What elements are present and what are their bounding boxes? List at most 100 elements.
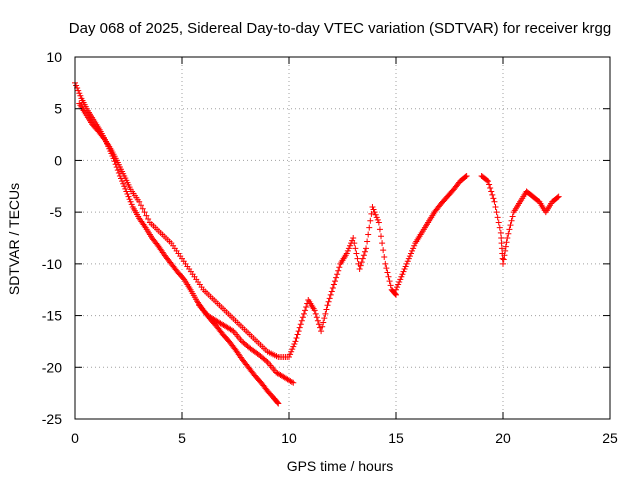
data-point	[320, 319, 327, 326]
x-tick-label: 5	[178, 430, 186, 446]
data-point	[73, 82, 80, 89]
data-point	[288, 378, 295, 385]
axis-ticks	[74, 56, 611, 420]
series-upper-branch	[76, 100, 292, 360]
data-point	[386, 278, 393, 285]
data-point	[329, 284, 336, 291]
data-point	[463, 172, 470, 179]
x-tick-label: 25	[602, 430, 618, 446]
data-point	[497, 229, 504, 236]
data-point	[501, 252, 508, 259]
data-point	[375, 219, 382, 226]
data-point	[297, 321, 304, 328]
y-tick-label: -15	[42, 308, 62, 324]
data-point	[312, 310, 319, 317]
data-point	[503, 239, 510, 246]
data-point	[555, 193, 562, 200]
data-point	[125, 193, 132, 200]
data-point	[126, 196, 133, 203]
series-late-19-23	[478, 172, 562, 267]
data-point	[373, 214, 380, 221]
y-tick-label: 0	[54, 152, 62, 168]
data-point	[322, 310, 329, 317]
series-main-decline	[72, 79, 282, 407]
data-point	[351, 240, 358, 247]
data-point	[500, 256, 507, 263]
data-point	[367, 217, 374, 224]
data-point	[364, 238, 371, 245]
data-point	[313, 314, 320, 321]
data-point	[311, 307, 318, 314]
data-point	[385, 273, 392, 280]
data-point	[393, 286, 399, 293]
data-point	[498, 245, 505, 252]
data-point	[319, 323, 326, 330]
data-point	[485, 178, 492, 185]
data-point	[352, 245, 359, 252]
data-point	[302, 307, 309, 314]
data-point	[500, 260, 506, 267]
data-point	[398, 273, 405, 280]
data-point	[499, 255, 506, 262]
data-point	[407, 250, 414, 257]
data-point	[345, 245, 352, 252]
data-point	[504, 235, 511, 241]
data-point	[404, 258, 411, 265]
data-point	[379, 240, 386, 247]
data-point	[394, 284, 401, 291]
data-point	[372, 211, 379, 218]
data-point	[315, 321, 322, 328]
data-point	[490, 195, 497, 202]
y-axis-label: SDTVAR / TECUs	[6, 183, 22, 295]
data-point	[274, 399, 281, 406]
data-point	[120, 180, 127, 187]
data-point	[370, 206, 377, 213]
data-point	[141, 209, 148, 216]
y-tick-label: 5	[54, 101, 62, 117]
data-point	[363, 245, 370, 252]
data-point	[403, 260, 410, 267]
y-tick-label: -20	[42, 359, 62, 375]
data-point	[143, 212, 150, 219]
data-point	[298, 317, 305, 324]
data-point	[333, 274, 340, 281]
data-point	[493, 209, 500, 216]
data-point	[361, 248, 368, 255]
data-point	[399, 271, 406, 278]
data-point	[335, 267, 342, 274]
data-point	[384, 269, 391, 276]
y-tick-label: -10	[42, 256, 62, 272]
data-point	[290, 343, 297, 350]
data-point	[358, 259, 365, 266]
y-tick-label: -25	[42, 411, 62, 427]
data-point	[491, 198, 498, 205]
data-point	[486, 181, 493, 188]
data-point	[275, 400, 282, 407]
data-point	[294, 331, 301, 338]
data-point	[121, 183, 128, 190]
data-point	[405, 255, 412, 262]
data-point	[287, 351, 294, 358]
data-point	[365, 231, 372, 238]
data-point	[374, 216, 381, 223]
data-point	[483, 177, 490, 184]
data-point	[359, 255, 366, 262]
data-point	[487, 185, 494, 192]
data-point	[380, 247, 387, 254]
data-point	[369, 203, 376, 210]
data-point	[494, 214, 501, 221]
data-point	[376, 226, 383, 233]
data-point	[383, 265, 390, 272]
data-point	[406, 253, 413, 260]
data-point	[387, 282, 394, 289]
data-point	[488, 188, 495, 195]
y-tick-label: 10	[46, 49, 62, 65]
series-recovery-15-18	[393, 172, 470, 293]
data-point	[506, 226, 513, 233]
data-point	[346, 242, 353, 249]
y-tick-labels: -25 -20 -15 -10 -5 0 5 10	[42, 49, 62, 427]
data-point	[299, 314, 306, 321]
chart-title: Day 068 of 2025, Sidereal Day-to-day VTE…	[69, 20, 611, 37]
data-point	[100, 135, 107, 142]
